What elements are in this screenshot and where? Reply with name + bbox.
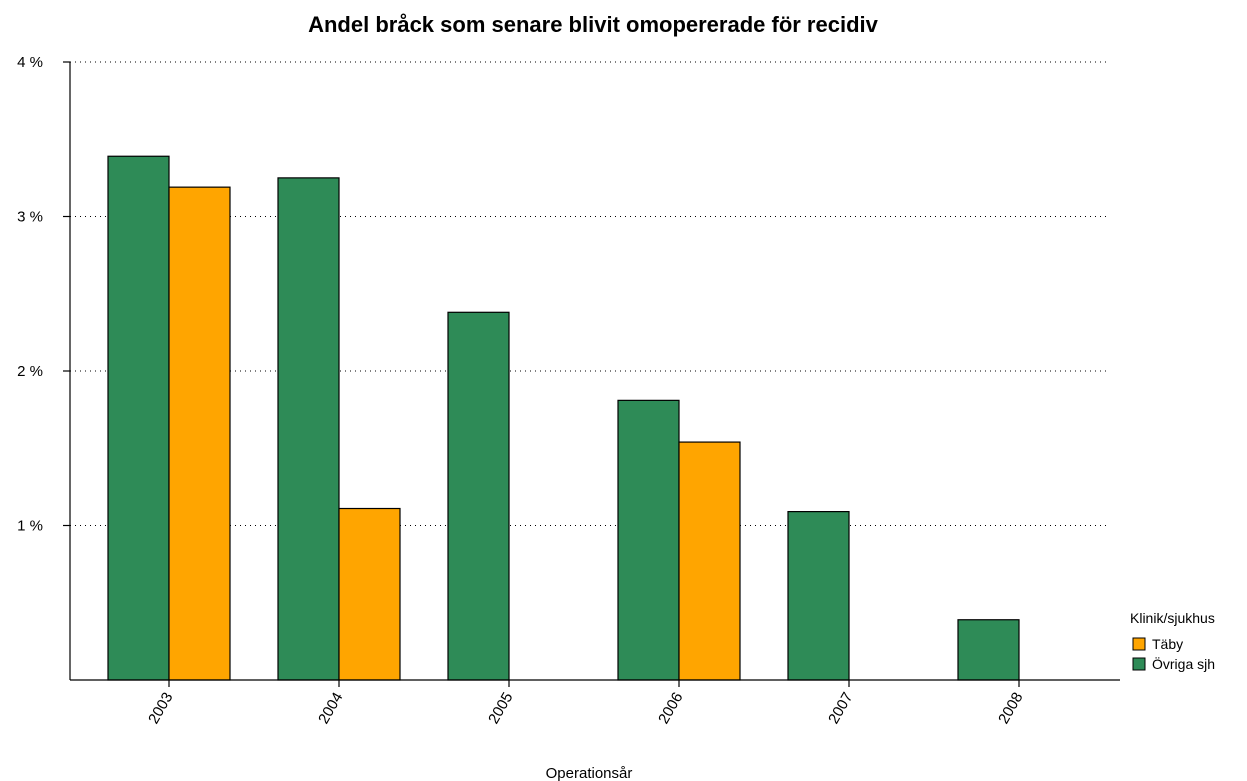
bar-övriga-sjh-2008	[957, 619, 1020, 681]
bar-täby-2003	[168, 186, 231, 681]
x-tick-label-2003: 2003	[145, 690, 176, 727]
x-tick-label-2006: 2006	[655, 690, 686, 727]
axes	[63, 61, 1120, 687]
bar-övriga-sjh-2005	[447, 311, 510, 681]
y-tick-label: 4 %	[17, 54, 43, 71]
x-tick-label-2008: 2008	[995, 690, 1026, 727]
bar-övriga-sjh-2004	[277, 177, 340, 681]
bars	[107, 155, 1020, 681]
legend-swatch	[1132, 657, 1146, 671]
legend: Klinik/sjukhus Täby Övriga sjh	[1130, 610, 1215, 672]
bar-övriga-sjh-2007	[787, 510, 850, 681]
bar-täby-2006	[678, 441, 741, 681]
legend-swatch	[1132, 637, 1146, 651]
bar-täby-2004	[338, 507, 401, 681]
x-tick-labels: 2003 2004 2005 2006 2007 2008	[145, 690, 1026, 727]
x-axis-label: Operationsår	[546, 765, 633, 781]
x-tick-label-2005: 2005	[485, 690, 516, 727]
y-tick-label: 3 %	[17, 209, 43, 226]
x-tick-label-2007: 2007	[825, 690, 856, 727]
y-tick-label: 1 %	[17, 518, 43, 535]
legend-entry-label: Täby	[1152, 636, 1183, 652]
legend-entry-label: Övriga sjh	[1152, 655, 1215, 672]
x-tick-label-2004: 2004	[315, 690, 346, 727]
bar-övriga-sjh-2003	[107, 155, 170, 681]
y-tick-labels: 1 % 2 % 3 % 4 %	[17, 54, 43, 535]
y-tick-label: 2 %	[17, 363, 43, 380]
chart-title: Andel bråck som senare blivit omopererad…	[308, 12, 879, 37]
bar-övriga-sjh-2006	[617, 399, 680, 681]
grid-lines	[70, 61, 1110, 526]
legend-title: Klinik/sjukhus	[1130, 610, 1215, 626]
